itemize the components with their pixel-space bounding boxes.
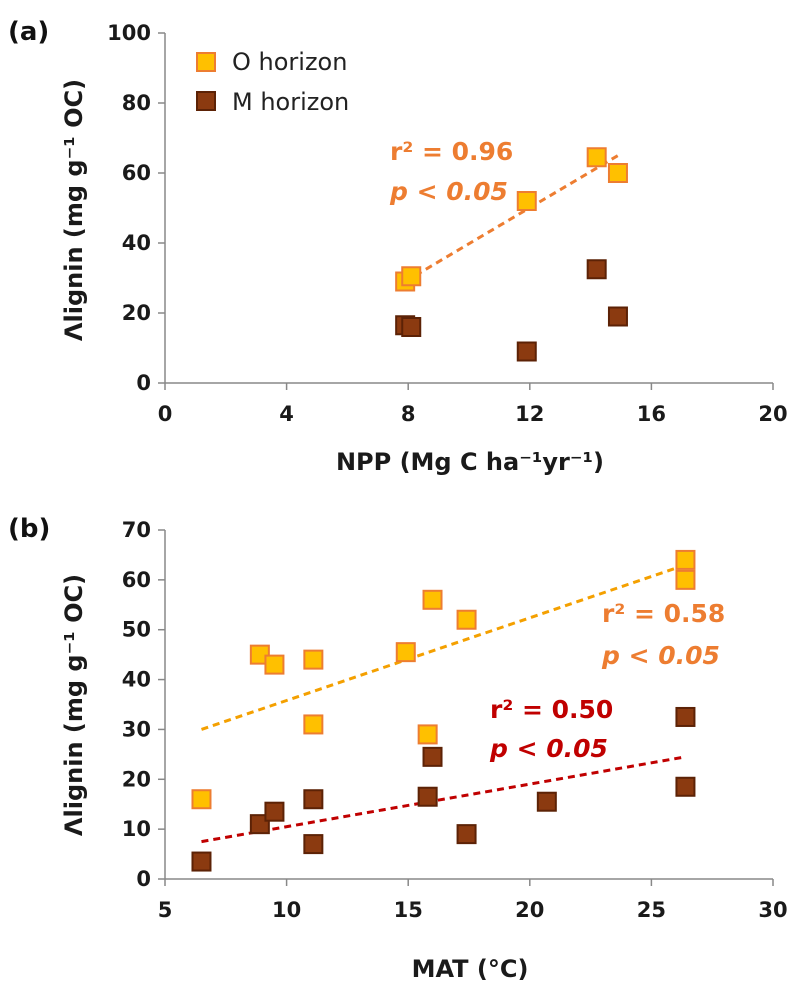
data-point-m-horizon <box>249 814 270 835</box>
y-tick-label: 50 <box>122 618 151 642</box>
y-tick-label: 40 <box>122 668 151 692</box>
data-point-o-horizon <box>422 589 443 610</box>
legend-swatch-o-horizon <box>196 52 216 72</box>
panel-a-x-axis-title: NPP (Mg C ha⁻¹yr⁻¹) <box>336 448 604 476</box>
trend-line-o-horizon <box>200 563 686 731</box>
data-point-m-horizon <box>303 834 324 855</box>
data-point-m-horizon <box>536 791 557 812</box>
data-point-o-horizon <box>675 569 696 590</box>
panel-b-label: (b) <box>8 514 50 544</box>
panel-a-points <box>395 147 628 362</box>
x-tick-label: 12 <box>515 402 544 426</box>
panel-a-p-label: p < 0.05 <box>389 177 508 206</box>
data-point-o-horizon <box>264 654 285 675</box>
data-point-m-horizon <box>417 786 438 807</box>
y-tick-label: 80 <box>122 91 151 115</box>
y-tick-label: 70 <box>122 518 151 542</box>
panel-a-stats: r² = 0.96 p < 0.05 <box>389 137 513 206</box>
y-tick-label: 60 <box>122 161 151 185</box>
x-tick-label: 16 <box>637 402 666 426</box>
x-tick-label: 25 <box>637 898 666 922</box>
panel-a-trendlines <box>404 154 619 283</box>
data-point-m-horizon <box>516 341 537 362</box>
data-point-m-horizon <box>675 706 696 727</box>
x-tick-label: 8 <box>401 402 416 426</box>
panel-b-x-axis-title: MAT (°C) <box>412 955 529 983</box>
data-point-o-horizon <box>417 724 438 745</box>
panel-b-m-r2-label: r² = 0.50 <box>490 695 613 724</box>
panel-b-m-p-label: p < 0.05 <box>489 734 608 763</box>
data-point-m-horizon <box>586 259 607 280</box>
panel-b-stats-o: r² = 0.58 p < 0.05 <box>601 599 725 670</box>
y-tick-label: 20 <box>122 301 151 325</box>
panel-b-o-r2-label: r² = 0.58 <box>602 599 725 628</box>
y-tick-label: 0 <box>136 371 151 395</box>
y-tick-label: 20 <box>122 767 151 791</box>
panel-a-legend: O horizon M horizon <box>196 48 349 116</box>
legend-label-m-horizon: M horizon <box>232 88 349 116</box>
x-tick-label: 10 <box>272 898 301 922</box>
y-tick-label: 10 <box>122 817 151 841</box>
data-point-m-horizon <box>422 746 443 767</box>
legend-swatch-m-horizon <box>196 91 216 111</box>
x-tick-label: 20 <box>758 402 787 426</box>
y-tick-label: 40 <box>122 231 151 255</box>
data-point-o-horizon <box>303 649 324 670</box>
y-tick-label: 60 <box>122 568 151 592</box>
data-point-m-horizon <box>191 851 212 872</box>
panel-b: (b) 0 10 20 30 40 50 60 70 5 10 15 20 25 30 r² = 0.58… <box>8 514 788 983</box>
x-tick-label: 5 <box>158 898 173 922</box>
panel-b-y-axis-title: Λlignin (mg g⁻¹ OC) <box>60 574 88 836</box>
panel-a: (a) 0 20 40 60 80 100 0 4 8 12 16 20 O horizon M ho… <box>8 17 788 476</box>
legend-label-o-horizon: O horizon <box>232 48 347 76</box>
data-point-o-horizon <box>607 163 628 183</box>
panel-a-r2-label: r² = 0.96 <box>390 137 513 166</box>
y-tick-label: 30 <box>122 717 151 741</box>
x-tick-label: 15 <box>394 898 423 922</box>
panel-b-o-p-label: p < 0.05 <box>601 641 720 670</box>
panel-b-points <box>191 549 696 872</box>
y-tick-label: 100 <box>107 21 151 45</box>
panel-a-label: (a) <box>8 17 49 47</box>
panel-a-axes: 0 20 40 60 80 100 0 4 8 12 16 20 <box>107 21 787 426</box>
data-point-m-horizon <box>264 801 285 822</box>
panel-b-stats-m: r² = 0.50 p < 0.05 <box>489 695 613 763</box>
panel-b-axes: 0 10 20 30 40 50 60 70 5 10 15 20 25 30 <box>122 518 788 922</box>
data-point-m-horizon <box>401 317 422 337</box>
data-point-m-horizon <box>456 824 477 845</box>
data-point-o-horizon <box>395 642 416 663</box>
data-point-o-horizon <box>401 266 422 287</box>
data-point-o-horizon <box>191 789 212 810</box>
x-tick-label: 30 <box>758 898 787 922</box>
x-tick-label: 4 <box>279 402 294 426</box>
data-point-m-horizon <box>675 776 696 797</box>
data-point-o-horizon <box>516 191 537 211</box>
data-point-m-horizon <box>303 789 324 810</box>
data-point-o-horizon <box>586 147 607 168</box>
x-tick-label: 0 <box>158 402 173 426</box>
trend-line-m-horizon <box>201 755 686 844</box>
y-tick-label: 0 <box>136 867 151 891</box>
data-point-o-horizon <box>456 609 477 630</box>
panel-a-y-axis-title: Λlignin (mg g⁻¹ OC) <box>60 79 88 341</box>
panel-b-trendlines <box>200 563 686 844</box>
data-point-o-horizon <box>675 549 696 570</box>
data-point-m-horizon <box>607 306 628 327</box>
x-tick-label: 20 <box>515 898 544 922</box>
data-point-o-horizon <box>303 714 324 735</box>
trend-line-o-horizon <box>404 154 619 283</box>
